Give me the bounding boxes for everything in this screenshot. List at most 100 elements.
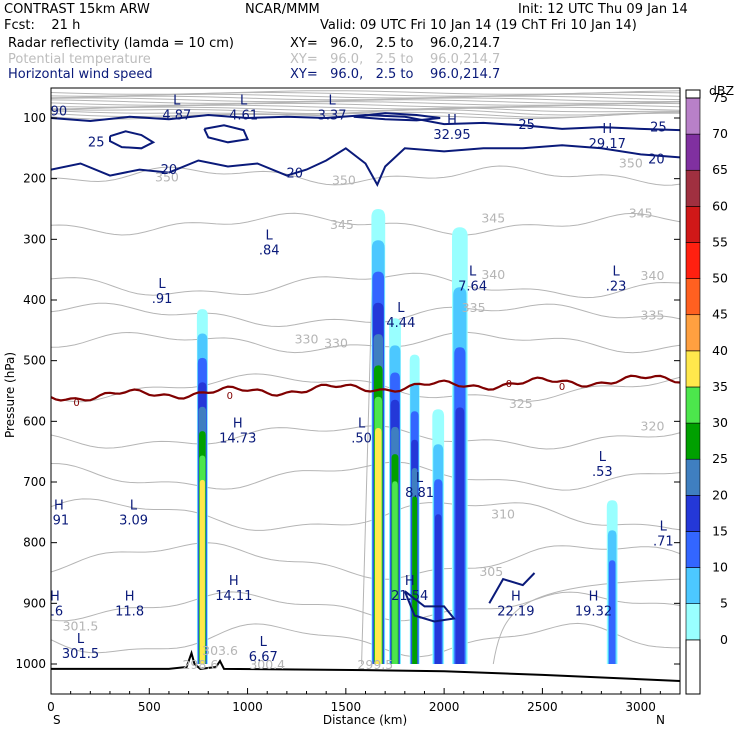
extremum-type: H [511,589,521,604]
theta-label: 345 [330,217,354,232]
extremum-type: H [125,589,135,604]
colorbar-swatch-10 [685,567,701,604]
colorbar-swatch-60 [685,206,701,243]
colorbar-swatch-35 [685,386,701,424]
wind-speed-label: 25 [650,120,667,135]
extremum-type: H [589,589,599,604]
theta-contour-345 [51,212,680,236]
y-tick-label: 900 [23,596,46,610]
y-tick-label: 700 [23,475,46,489]
theta-label: 325 [509,396,533,411]
colorbar-label: 30 [712,415,728,430]
x-end-right: N [656,713,665,727]
reflectivity-cells [196,209,618,665]
extremum-value: 16 [47,604,64,619]
theta-label: 303.6 [202,643,238,658]
wind-contour-low-2 [488,572,536,604]
extremum-value: .23 [606,280,627,295]
wind-contour-20 [51,144,680,187]
x-axis-label: Distance (km) [323,713,407,727]
wind-contour-25-loop-2 [203,124,250,144]
colorbar-swatch-40 [685,350,701,388]
field-2-xy: XY= 96.0, 2.5 to 96.0,214.7 [290,52,500,67]
theta-label: 330 [295,332,319,347]
extremum-type: L [416,471,424,486]
wind-speed-label: 20 [648,153,665,168]
extremum-type: L [130,498,138,513]
extremum-value: 8.81 [405,486,434,501]
colorbar-swatch-70 [685,133,701,171]
extremum-value: 21.54 [391,589,428,604]
extremum-value: 32.95 [433,128,470,143]
extremum-type: L [358,416,366,431]
y-tick-label: 600 [23,414,46,428]
theta-contour-303.6 [51,591,680,622]
freezing-labels: 0 0 0 0 [73,379,565,409]
y-axis-label: Pressure (hPa) [3,352,17,438]
extremum-type: L [612,265,620,280]
wind-speed-label: 20 [286,166,303,181]
theta-label: 340 [481,267,505,282]
colorbar-label: 35 [712,379,728,394]
theta-label: 350 [619,156,643,171]
extremum-type: H [54,498,64,513]
colorbar-label: 40 [712,343,728,358]
extremum-type: L [599,450,607,465]
wind-labels: 25 20 20 25 25 20 90 [51,105,667,182]
theta-label: 340 [641,268,665,283]
colorbar-label: 10 [712,560,728,575]
extremum-value: .71 [653,535,674,550]
colorbar-label: 0 [720,632,728,647]
strat-isentrope-11 [51,109,680,116]
reflectivity-cell-4-level-20 [435,514,442,664]
extremum-value: .91 [152,292,173,307]
wind-speed-label: 90 [51,105,68,120]
colorbar: 0 5 10 15 20 25 30 35 40 45 50 55 60 65 70 75 [685,89,728,695]
colorbar-label: 5 [720,596,728,611]
theta-label: 298.6 [182,657,218,672]
field-3-name: Horizontal wind speed [8,67,153,82]
extremum-value: .53 [592,465,613,480]
extremum-value: 301.5 [62,647,99,662]
reflectivity-cell-5-level-20 [455,407,465,664]
colorbar-swatch-25 [685,458,701,496]
wind-contour-25-loop-1 [109,130,156,150]
colorbar-label: 75 [712,90,728,105]
extremum-value: 3.09 [119,513,148,528]
extremum-type: L [266,228,274,243]
extremum-value: 4.61 [229,109,258,124]
theta-label: 345 [629,205,653,220]
colorbar-unit: dBZ [709,83,734,98]
colorbar-swatch-15 [685,531,701,568]
theta-label: 320 [641,418,665,433]
theta-labels: 345 340 335 330 320 310 350 340 335 330 325 345 345 3… [63,156,665,672]
reflectivity-cell-3-level-30 [412,496,418,664]
x-tick-label: 0 [47,700,55,714]
extremum-type: L [328,94,336,109]
extremum-value: .50 [351,431,372,446]
freezing-level-label: 0 [227,391,233,402]
reflectivity-cell-2-level-35 [392,481,398,664]
theta-contour-kink-2 [492,578,680,665]
wind-contour-30 [353,112,441,122]
forecast-hour: Fcst: 21 h [4,18,80,33]
wind-speed-label: 25 [88,136,105,151]
init-time: Init: 12 UTC Thu 09 Jan 14 [518,2,688,17]
extremum-type: L [173,94,181,109]
theta-label: 345 [481,210,505,225]
extremum-type: H [233,416,243,431]
theta-contour-340 [51,272,680,299]
field-1-xy: XY= 96.0, 2.5 to 96.0,214.7 [290,36,500,51]
x-tick-label: 2000 [429,700,460,714]
x-tick-label: 3000 [625,700,656,714]
theta-label: 310 [491,506,515,521]
colorbar-label: 50 [712,271,728,286]
colorbar-swatch-65 [685,169,701,207]
y-tick-label: 100 [23,111,46,125]
colorbar-swatch-30 [685,422,701,460]
y-tick-label: 300 [23,232,46,246]
